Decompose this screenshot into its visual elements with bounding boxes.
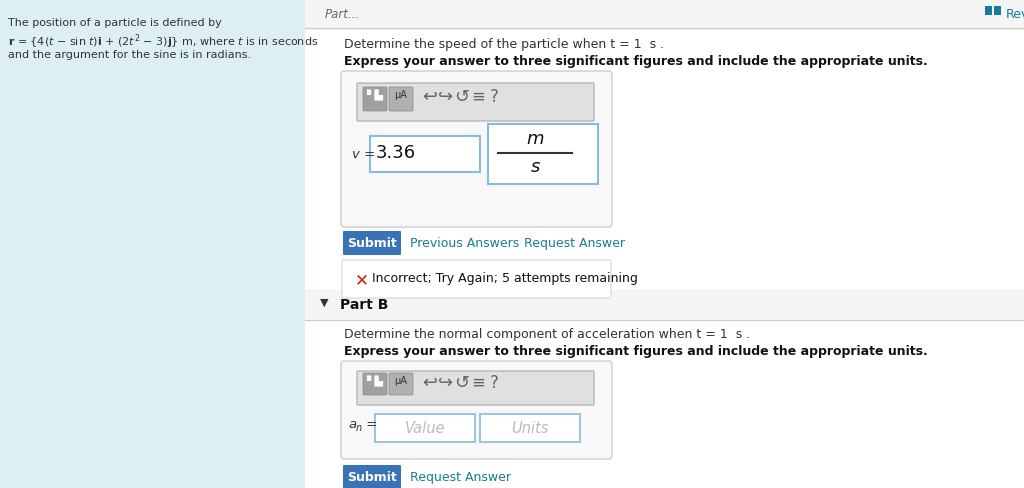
Bar xyxy=(480,414,580,442)
Bar xyxy=(305,0,1024,30)
FancyBboxPatch shape xyxy=(389,87,413,111)
Bar xyxy=(375,414,475,442)
Text: 3.36: 3.36 xyxy=(376,144,416,162)
Text: ↩: ↩ xyxy=(422,88,437,106)
Text: v =: v = xyxy=(352,148,375,161)
Text: ▼: ▼ xyxy=(319,298,329,308)
Text: ?: ? xyxy=(490,88,499,106)
Bar xyxy=(305,290,1024,320)
FancyBboxPatch shape xyxy=(341,71,612,227)
Text: Review: Review xyxy=(1006,8,1024,21)
Bar xyxy=(0,0,305,488)
FancyBboxPatch shape xyxy=(357,83,594,121)
Bar xyxy=(994,6,1001,15)
Text: s: s xyxy=(530,158,540,176)
FancyBboxPatch shape xyxy=(343,465,401,488)
Text: n: n xyxy=(356,423,362,433)
FancyBboxPatch shape xyxy=(362,373,387,395)
Text: ≡: ≡ xyxy=(471,374,485,392)
Text: a: a xyxy=(348,418,356,431)
Text: Request Answer: Request Answer xyxy=(524,237,625,250)
Text: ↪: ↪ xyxy=(438,374,454,392)
Text: μA: μA xyxy=(394,376,408,386)
Bar xyxy=(488,124,598,184)
Text: The position of a particle is defined by: The position of a particle is defined by xyxy=(8,18,222,28)
Text: Submit: Submit xyxy=(347,471,397,484)
Text: ✕: ✕ xyxy=(355,271,369,289)
Text: μA: μA xyxy=(394,90,408,100)
Text: Part...: Part... xyxy=(325,8,360,21)
FancyBboxPatch shape xyxy=(341,361,612,459)
Bar xyxy=(985,6,992,15)
Text: =: = xyxy=(362,418,377,431)
Text: Part B: Part B xyxy=(340,298,388,312)
Text: Incorrect; Try Again; 5 attempts remaining: Incorrect; Try Again; 5 attempts remaini… xyxy=(372,272,638,285)
Bar xyxy=(370,136,480,172)
Text: ▘▙: ▘▙ xyxy=(367,90,384,101)
Text: m: m xyxy=(526,130,544,148)
Text: ≡: ≡ xyxy=(471,88,485,106)
Text: ↩: ↩ xyxy=(422,374,437,392)
FancyBboxPatch shape xyxy=(343,231,401,255)
FancyBboxPatch shape xyxy=(362,87,387,111)
Text: $\mathbf{r}$ = {4($t$ $-$ sin $t$)$\mathbf{i}$ + (2$t^2$ $-$ 3)$\mathbf{j}$} m, : $\mathbf{r}$ = {4($t$ $-$ sin $t$)$\math… xyxy=(8,32,318,51)
Text: Express your answer to three significant figures and include the appropriate uni: Express your answer to three significant… xyxy=(344,55,928,68)
Text: Determine the speed of the particle when t = 1  s .: Determine the speed of the particle when… xyxy=(344,38,665,51)
Text: Submit: Submit xyxy=(347,237,397,250)
Text: Determine the normal component of acceleration when t = 1  s .: Determine the normal component of accele… xyxy=(344,328,751,341)
Text: Previous Answers: Previous Answers xyxy=(410,237,519,250)
Bar xyxy=(305,0,1024,488)
FancyBboxPatch shape xyxy=(389,373,413,395)
Text: ↺: ↺ xyxy=(454,88,469,106)
Text: Value: Value xyxy=(404,421,445,436)
Text: Express your answer to three significant figures and include the appropriate uni: Express your answer to three significant… xyxy=(344,345,928,358)
Text: Request Answer: Request Answer xyxy=(410,471,511,484)
Text: ▘▙: ▘▙ xyxy=(367,376,384,387)
Text: and the argument for the sine is in radians.: and the argument for the sine is in radi… xyxy=(8,50,251,60)
FancyBboxPatch shape xyxy=(342,260,611,298)
Text: ↺: ↺ xyxy=(454,374,469,392)
Text: ?: ? xyxy=(490,374,499,392)
FancyBboxPatch shape xyxy=(357,371,594,405)
Text: ↪: ↪ xyxy=(438,88,454,106)
Text: Units: Units xyxy=(511,421,549,436)
